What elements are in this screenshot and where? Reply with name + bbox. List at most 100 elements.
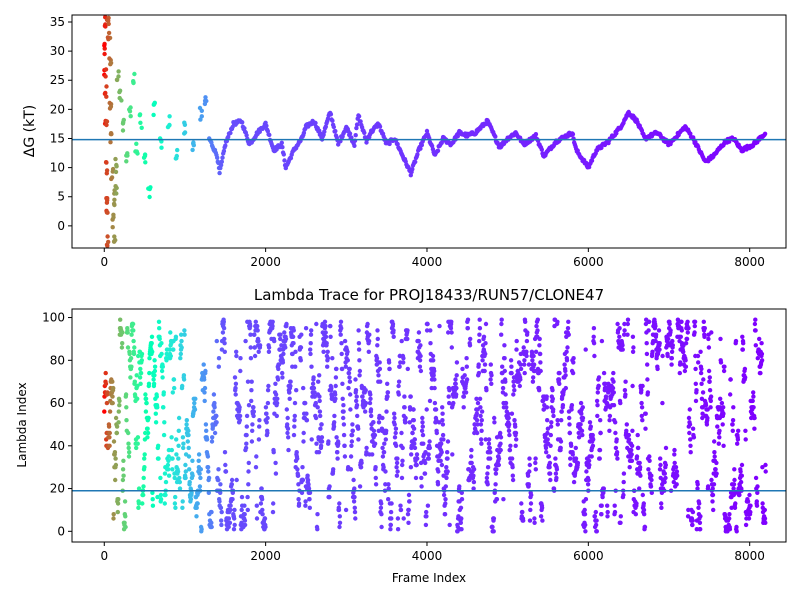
lambda-point — [591, 437, 596, 442]
lambda-point — [702, 326, 707, 331]
lambda-point — [201, 362, 206, 367]
lambda-point — [553, 456, 558, 461]
lambda-point — [126, 454, 132, 459]
lambda-point — [249, 379, 254, 384]
lambda-point — [720, 422, 725, 427]
lambda-point — [414, 452, 420, 457]
lambda-point — [155, 405, 160, 410]
lambda-point — [214, 338, 219, 344]
lambda-point — [121, 458, 126, 463]
lambda-point — [211, 409, 216, 414]
lambda-point — [278, 336, 283, 342]
lambda-point — [421, 441, 426, 446]
lambda-point — [447, 388, 452, 393]
lambda-point — [718, 336, 723, 342]
lambda-point — [475, 400, 481, 406]
lambda-point — [667, 321, 672, 327]
lambda-point — [164, 358, 169, 363]
lambda-point — [304, 418, 310, 423]
lambda-point — [257, 424, 262, 429]
lambda-x-tick-label: 4000 — [412, 549, 443, 563]
lambda-point — [403, 420, 408, 425]
lambda-point — [578, 400, 584, 406]
lambda-point — [103, 370, 108, 376]
lambda-point — [550, 388, 555, 393]
lambda-point — [226, 524, 231, 530]
lambda-point — [329, 385, 334, 391]
lambda-point — [579, 411, 584, 416]
lambda-point — [649, 477, 654, 483]
lambda-point — [166, 458, 171, 463]
dg-point — [167, 114, 172, 119]
lambda-point — [347, 375, 352, 380]
dg-point — [111, 215, 116, 220]
dg-point — [191, 141, 196, 146]
lambda-point — [752, 415, 757, 421]
lambda-point — [170, 467, 175, 472]
lambda-point — [611, 370, 616, 376]
lambda-point — [139, 351, 145, 357]
lambda-point — [131, 328, 136, 333]
lambda-point — [432, 400, 438, 406]
lambda-point — [403, 415, 408, 421]
lambda-point — [263, 524, 268, 530]
lambda-point — [365, 321, 370, 327]
lambda-point — [441, 437, 446, 442]
lambda-point — [196, 452, 202, 457]
lambda-point — [352, 486, 357, 491]
lambda-point — [427, 398, 433, 404]
lambda-point — [485, 471, 490, 476]
lambda-point — [440, 432, 446, 438]
lambda-point — [469, 454, 474, 459]
lambda-point — [368, 392, 373, 397]
lambda-point — [638, 473, 643, 478]
lambda-point — [484, 388, 489, 393]
lambda-point — [678, 334, 683, 339]
lambda-point — [422, 471, 428, 476]
lambda-point — [226, 516, 232, 521]
lambda-point — [363, 409, 368, 414]
lambda-point — [460, 366, 465, 372]
lambda-point — [131, 351, 137, 357]
lambda-point — [734, 529, 739, 534]
lambda-point — [748, 509, 753, 515]
lambda-point — [517, 383, 522, 389]
dg-point — [202, 98, 208, 104]
lambda-point — [590, 443, 596, 448]
lambda-point — [630, 334, 636, 339]
lambda-point — [538, 351, 543, 357]
lambda-point — [196, 458, 201, 463]
lambda-point — [232, 507, 237, 513]
lambda-point — [149, 334, 155, 339]
lambda-point — [483, 437, 488, 442]
lambda-point — [401, 356, 406, 361]
lambda-point — [630, 349, 636, 354]
lambda-point — [160, 364, 165, 369]
lambda-point — [519, 501, 524, 506]
lambda-point — [435, 482, 441, 487]
lambda-point — [360, 394, 365, 399]
lambda-point — [307, 490, 313, 495]
lambda-point — [655, 366, 660, 372]
lambda-point — [346, 370, 352, 376]
lambda-point — [248, 323, 253, 329]
dg-point — [102, 51, 107, 57]
lambda-point — [434, 430, 439, 436]
lambda-point — [754, 499, 759, 504]
lambda-point — [701, 319, 706, 324]
lambda-point — [567, 415, 572, 421]
lambda-point — [349, 443, 354, 448]
lambda-point — [152, 364, 158, 369]
lambda-point — [563, 368, 568, 374]
lambda-point — [514, 437, 519, 442]
lambda-point — [454, 385, 459, 391]
lambda-point — [246, 403, 252, 408]
dg-point — [125, 151, 130, 156]
lambda-point — [758, 370, 763, 376]
lambda-x-axis-label: Frame Index — [392, 571, 466, 585]
lambda-point — [690, 522, 695, 528]
lambda-point — [440, 422, 446, 427]
lambda-point — [513, 443, 518, 448]
lambda-point — [594, 398, 600, 404]
lambda-point — [731, 486, 736, 491]
